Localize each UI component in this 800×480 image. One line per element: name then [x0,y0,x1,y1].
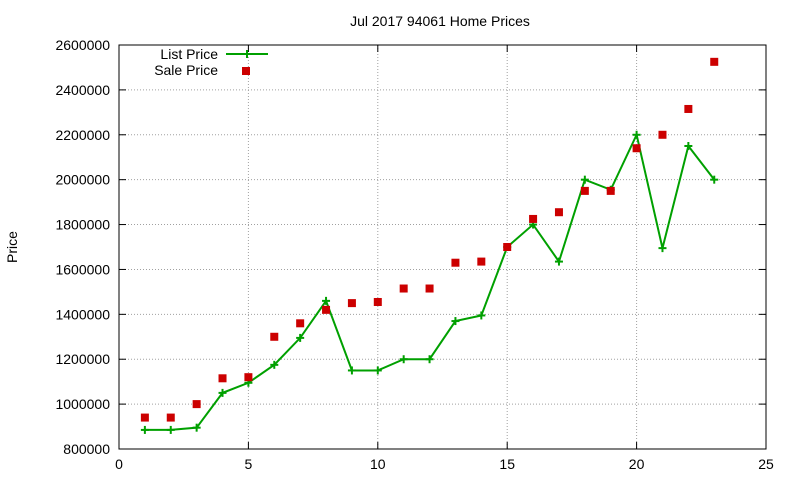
legend-label: List Price [160,46,218,62]
y-tick-label: 800000 [63,441,110,457]
x-tick-label: 15 [499,456,515,472]
list-price-point [632,130,641,139]
sale-price-point [554,208,563,217]
list-price-point [425,355,434,364]
y-tick-label: 1400000 [55,306,110,322]
list-price-point [684,142,693,150]
grid-lines [119,45,766,449]
series-layer [140,57,719,434]
sale-price-point [710,57,719,66]
x-tick-label: 5 [245,456,253,472]
sale-price-point [296,319,305,328]
sale-price-point [244,373,253,382]
list-price-point [710,175,719,184]
sale-price-point [658,130,667,139]
list-price-point [270,360,279,369]
list-price-point [218,388,227,397]
y-tick-label: 1000000 [55,396,110,412]
sale-price-point [373,297,382,306]
legend-plus-marker [243,50,251,58]
sale-price-point [166,413,175,422]
sale-price-point [218,374,227,383]
y-tick-label: 1800000 [55,217,110,233]
sale-price-point [529,214,538,223]
sale-price-point [140,413,149,422]
x-tick-label: 10 [370,456,386,472]
list-price-point [192,423,201,432]
y-tick-label: 1600000 [55,261,110,277]
y-tick-label: 2600000 [55,37,110,53]
list-price-point [322,296,331,305]
list-price-point [140,425,149,434]
list-price-point [296,333,305,342]
list-price-point [451,317,460,326]
list-price-point [580,175,589,184]
y-axis-label: Price [4,231,20,263]
list-price-point [477,311,486,320]
x-tick-label: 20 [629,456,645,472]
y-tick-label: 1200000 [55,351,110,367]
plot-frame [118,44,767,450]
list-price-line [144,131,716,431]
y-tick-label: 2400000 [55,82,110,98]
legend-square-marker [242,67,250,75]
chart-title: Jul 2017 94061 Home Prices [350,13,530,29]
x-tick-label: 25 [758,456,774,472]
sale-price-point [322,305,331,314]
sale-price-point [192,400,201,409]
sale-price-point [606,186,615,195]
sale-price-point [451,258,460,267]
sale-price-point [684,104,693,113]
sale-price-point [399,284,408,293]
axis-ticks: 0 5 10 15 20 25 800000 1000000 1200000 1400000 160… [55,37,774,472]
list-price-point [399,355,408,364]
legend-label: Sale Price [154,62,218,78]
list-price-point [658,244,667,253]
sale-price-point [503,243,512,251]
sale-price-point [580,186,589,195]
sale-price-point [425,284,434,293]
sale-price-point [632,144,641,153]
list-price-point [373,366,382,375]
list-price-point [166,425,175,434]
list-price-point [347,366,356,375]
list-price-point [554,257,563,266]
sale-price-point [270,332,279,341]
y-tick-label: 2200000 [55,127,110,143]
sale-price-point [477,257,486,266]
sale-price-point [347,299,356,308]
x-tick-label: 0 [115,456,123,472]
y-tick-label: 2000000 [55,172,110,188]
